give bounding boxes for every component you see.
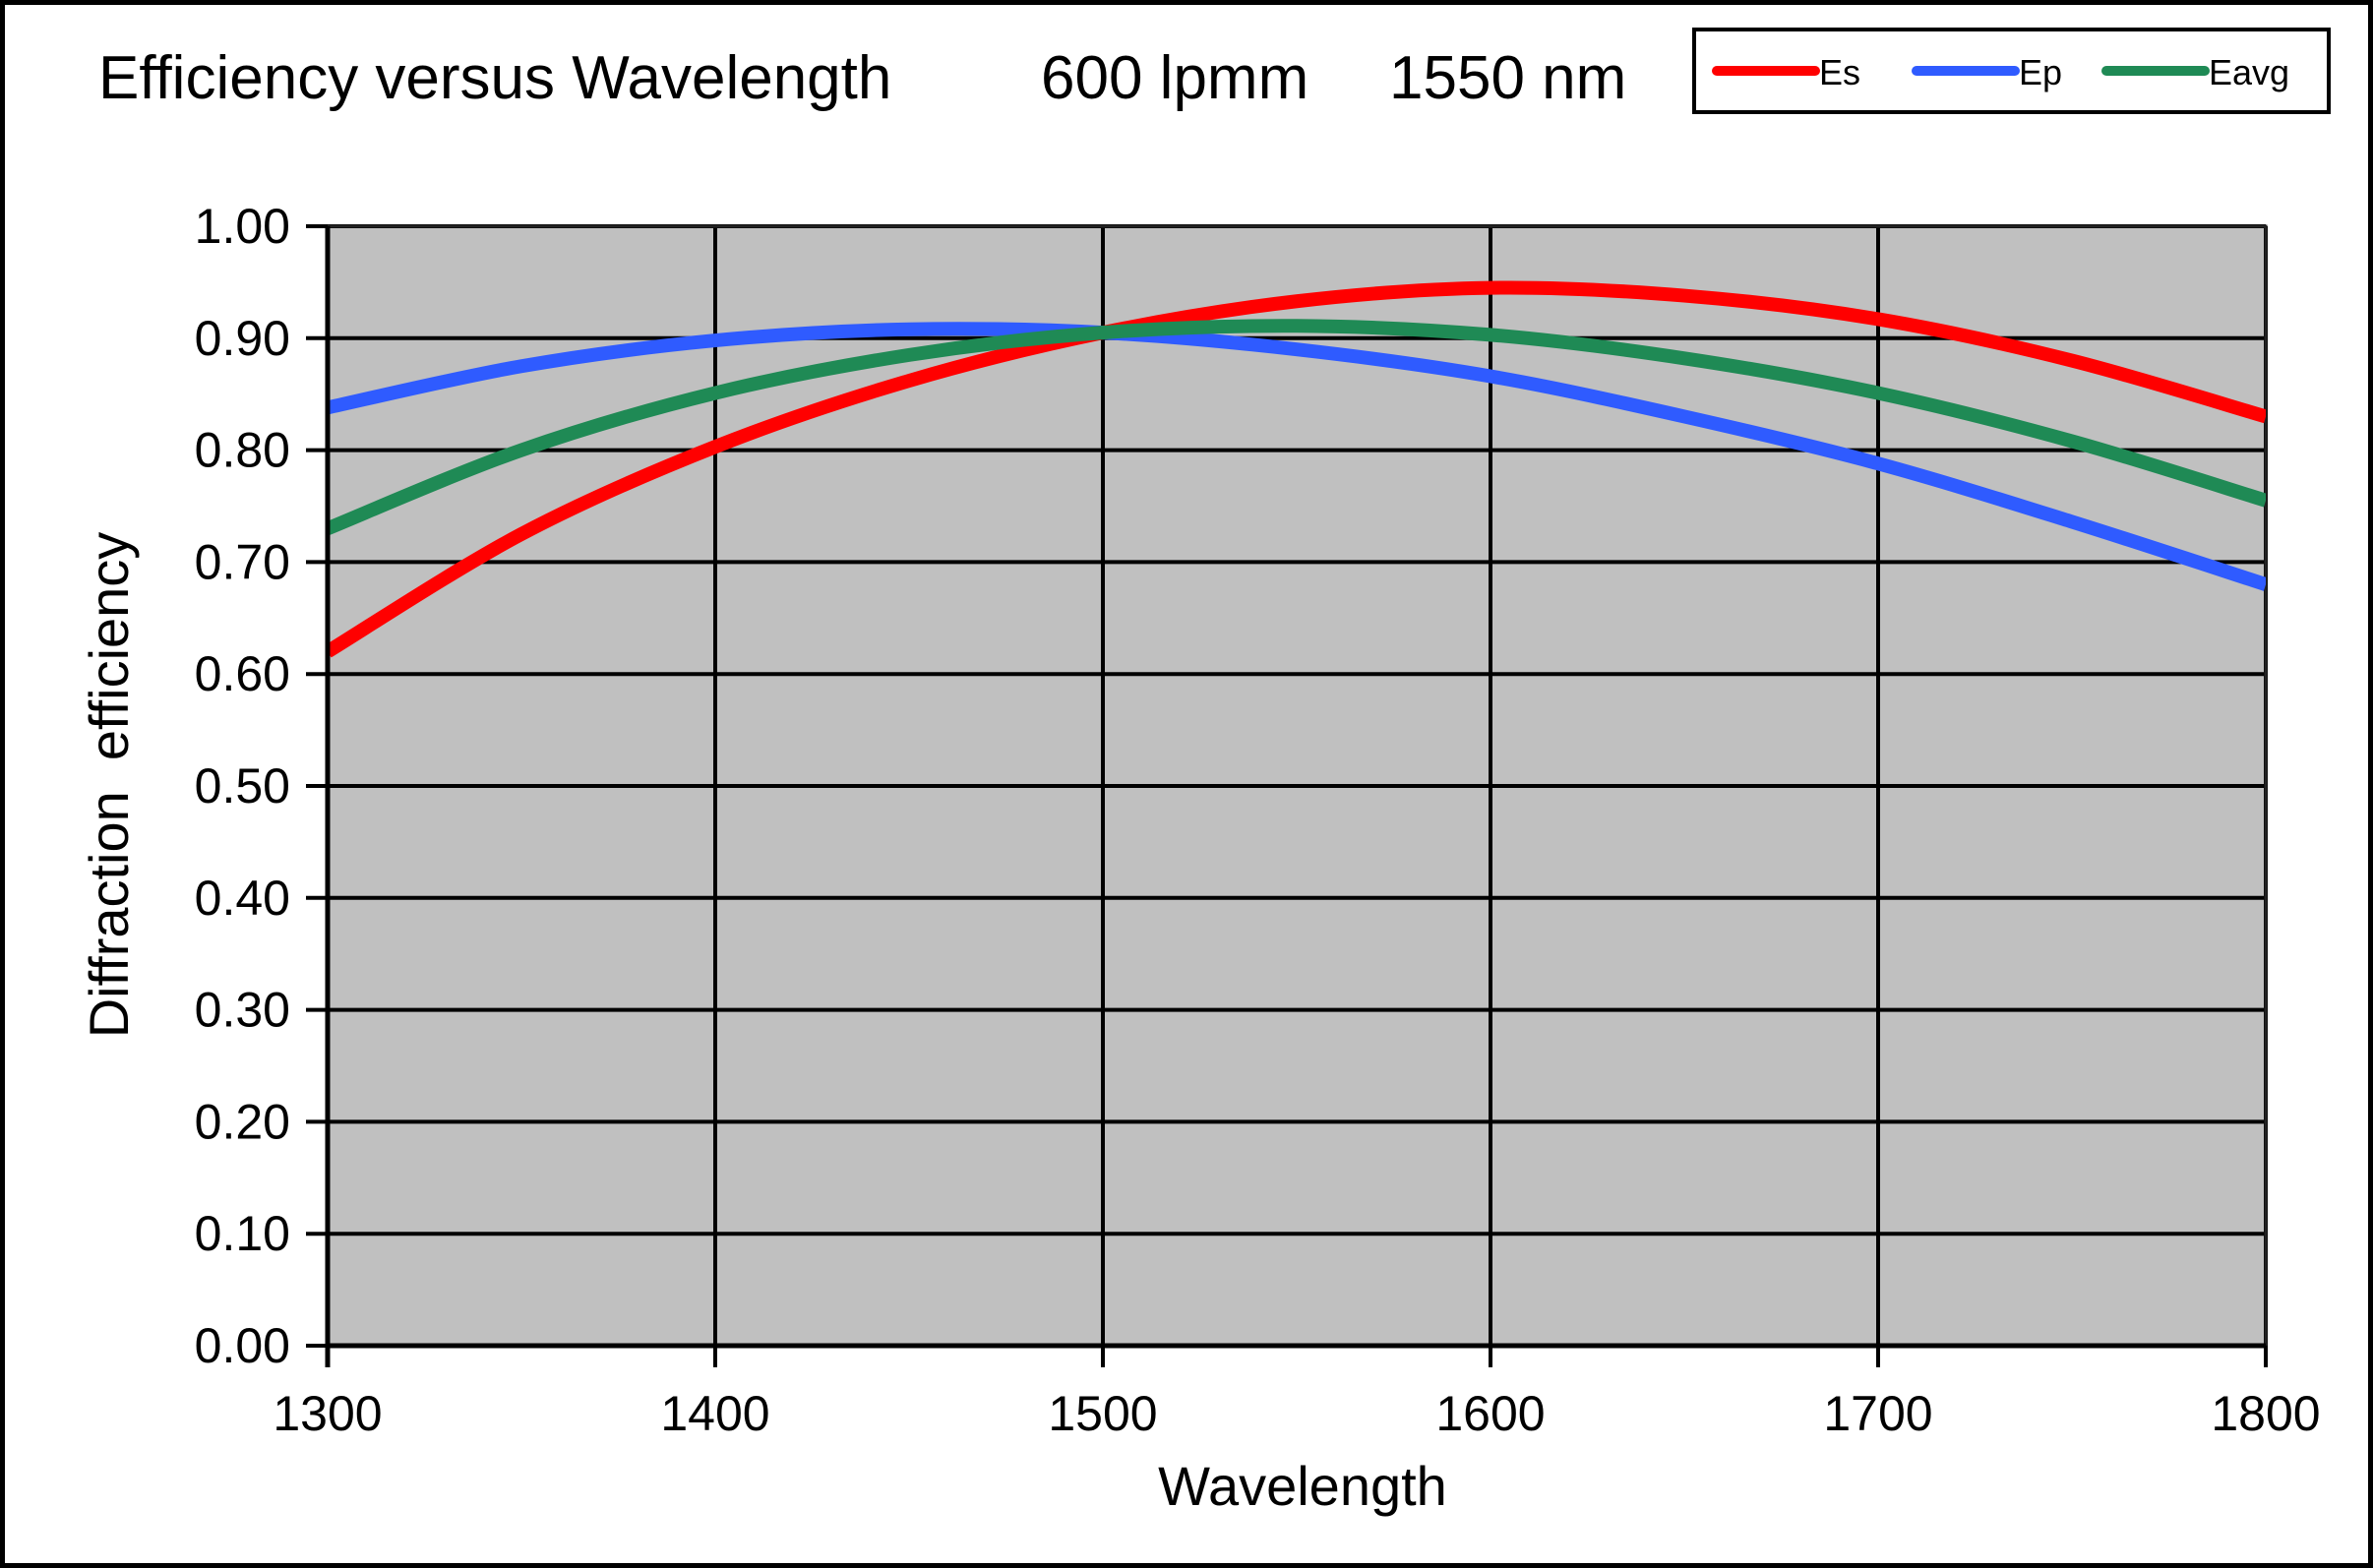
axes bbox=[306, 224, 2268, 1367]
chart-title: Efficiency versus Wavelength bbox=[98, 44, 891, 112]
x-tick-label: 1800 bbox=[2211, 1386, 2320, 1441]
series-line-eavg bbox=[328, 319, 2266, 535]
y-tick-label: 0.80 bbox=[195, 423, 290, 478]
series-line-ep bbox=[328, 322, 2266, 591]
y-tick-label: 0.40 bbox=[195, 871, 290, 926]
x-axis-title: Wavelength bbox=[1158, 1455, 1447, 1517]
legend: Es Ep Eavg bbox=[1692, 28, 2331, 114]
legend-label-eavg: Eavg bbox=[2209, 52, 2289, 92]
x-tick-label: 1500 bbox=[1048, 1386, 1157, 1441]
series-line-es bbox=[328, 280, 2266, 658]
x-tick-label: 1700 bbox=[1823, 1386, 1932, 1441]
x-tick-label: 1300 bbox=[273, 1386, 382, 1441]
y-tick-label: 0.20 bbox=[195, 1094, 290, 1149]
y-tick-label: 1.00 bbox=[195, 199, 290, 254]
legend-label-es: Es bbox=[1819, 52, 1860, 92]
tick-labels: 0.00 0.10 0.20 0.30 0.40 0.50 0.60 0.70 0.80 0.90… bbox=[195, 199, 2321, 1441]
y-tick-label: 0.30 bbox=[195, 983, 290, 1038]
y-axis-title: Diffraction efficiency bbox=[78, 532, 140, 1039]
y-tick-label: 0.60 bbox=[195, 646, 290, 701]
y-tick-label: 0.00 bbox=[195, 1318, 290, 1373]
y-tick-label: 0.70 bbox=[195, 534, 290, 589]
x-tick-label: 1600 bbox=[1435, 1386, 1545, 1441]
y-tick-label: 0.90 bbox=[195, 311, 290, 366]
x-tick-label: 1400 bbox=[660, 1386, 769, 1441]
plot-area: 0.00 0.10 0.20 0.30 0.40 0.50 0.60 0.70 0.80 0.90… bbox=[195, 199, 2321, 1441]
chart-subtitle-wavelength: 1550 nm bbox=[1389, 44, 1626, 112]
y-tick-label: 0.10 bbox=[195, 1206, 290, 1261]
series-lines bbox=[328, 280, 2266, 658]
chart-subtitle-grating: 600 lpmm bbox=[1041, 44, 1308, 112]
legend-label-ep: Ep bbox=[2019, 52, 2062, 92]
y-tick-label: 0.50 bbox=[195, 758, 290, 814]
